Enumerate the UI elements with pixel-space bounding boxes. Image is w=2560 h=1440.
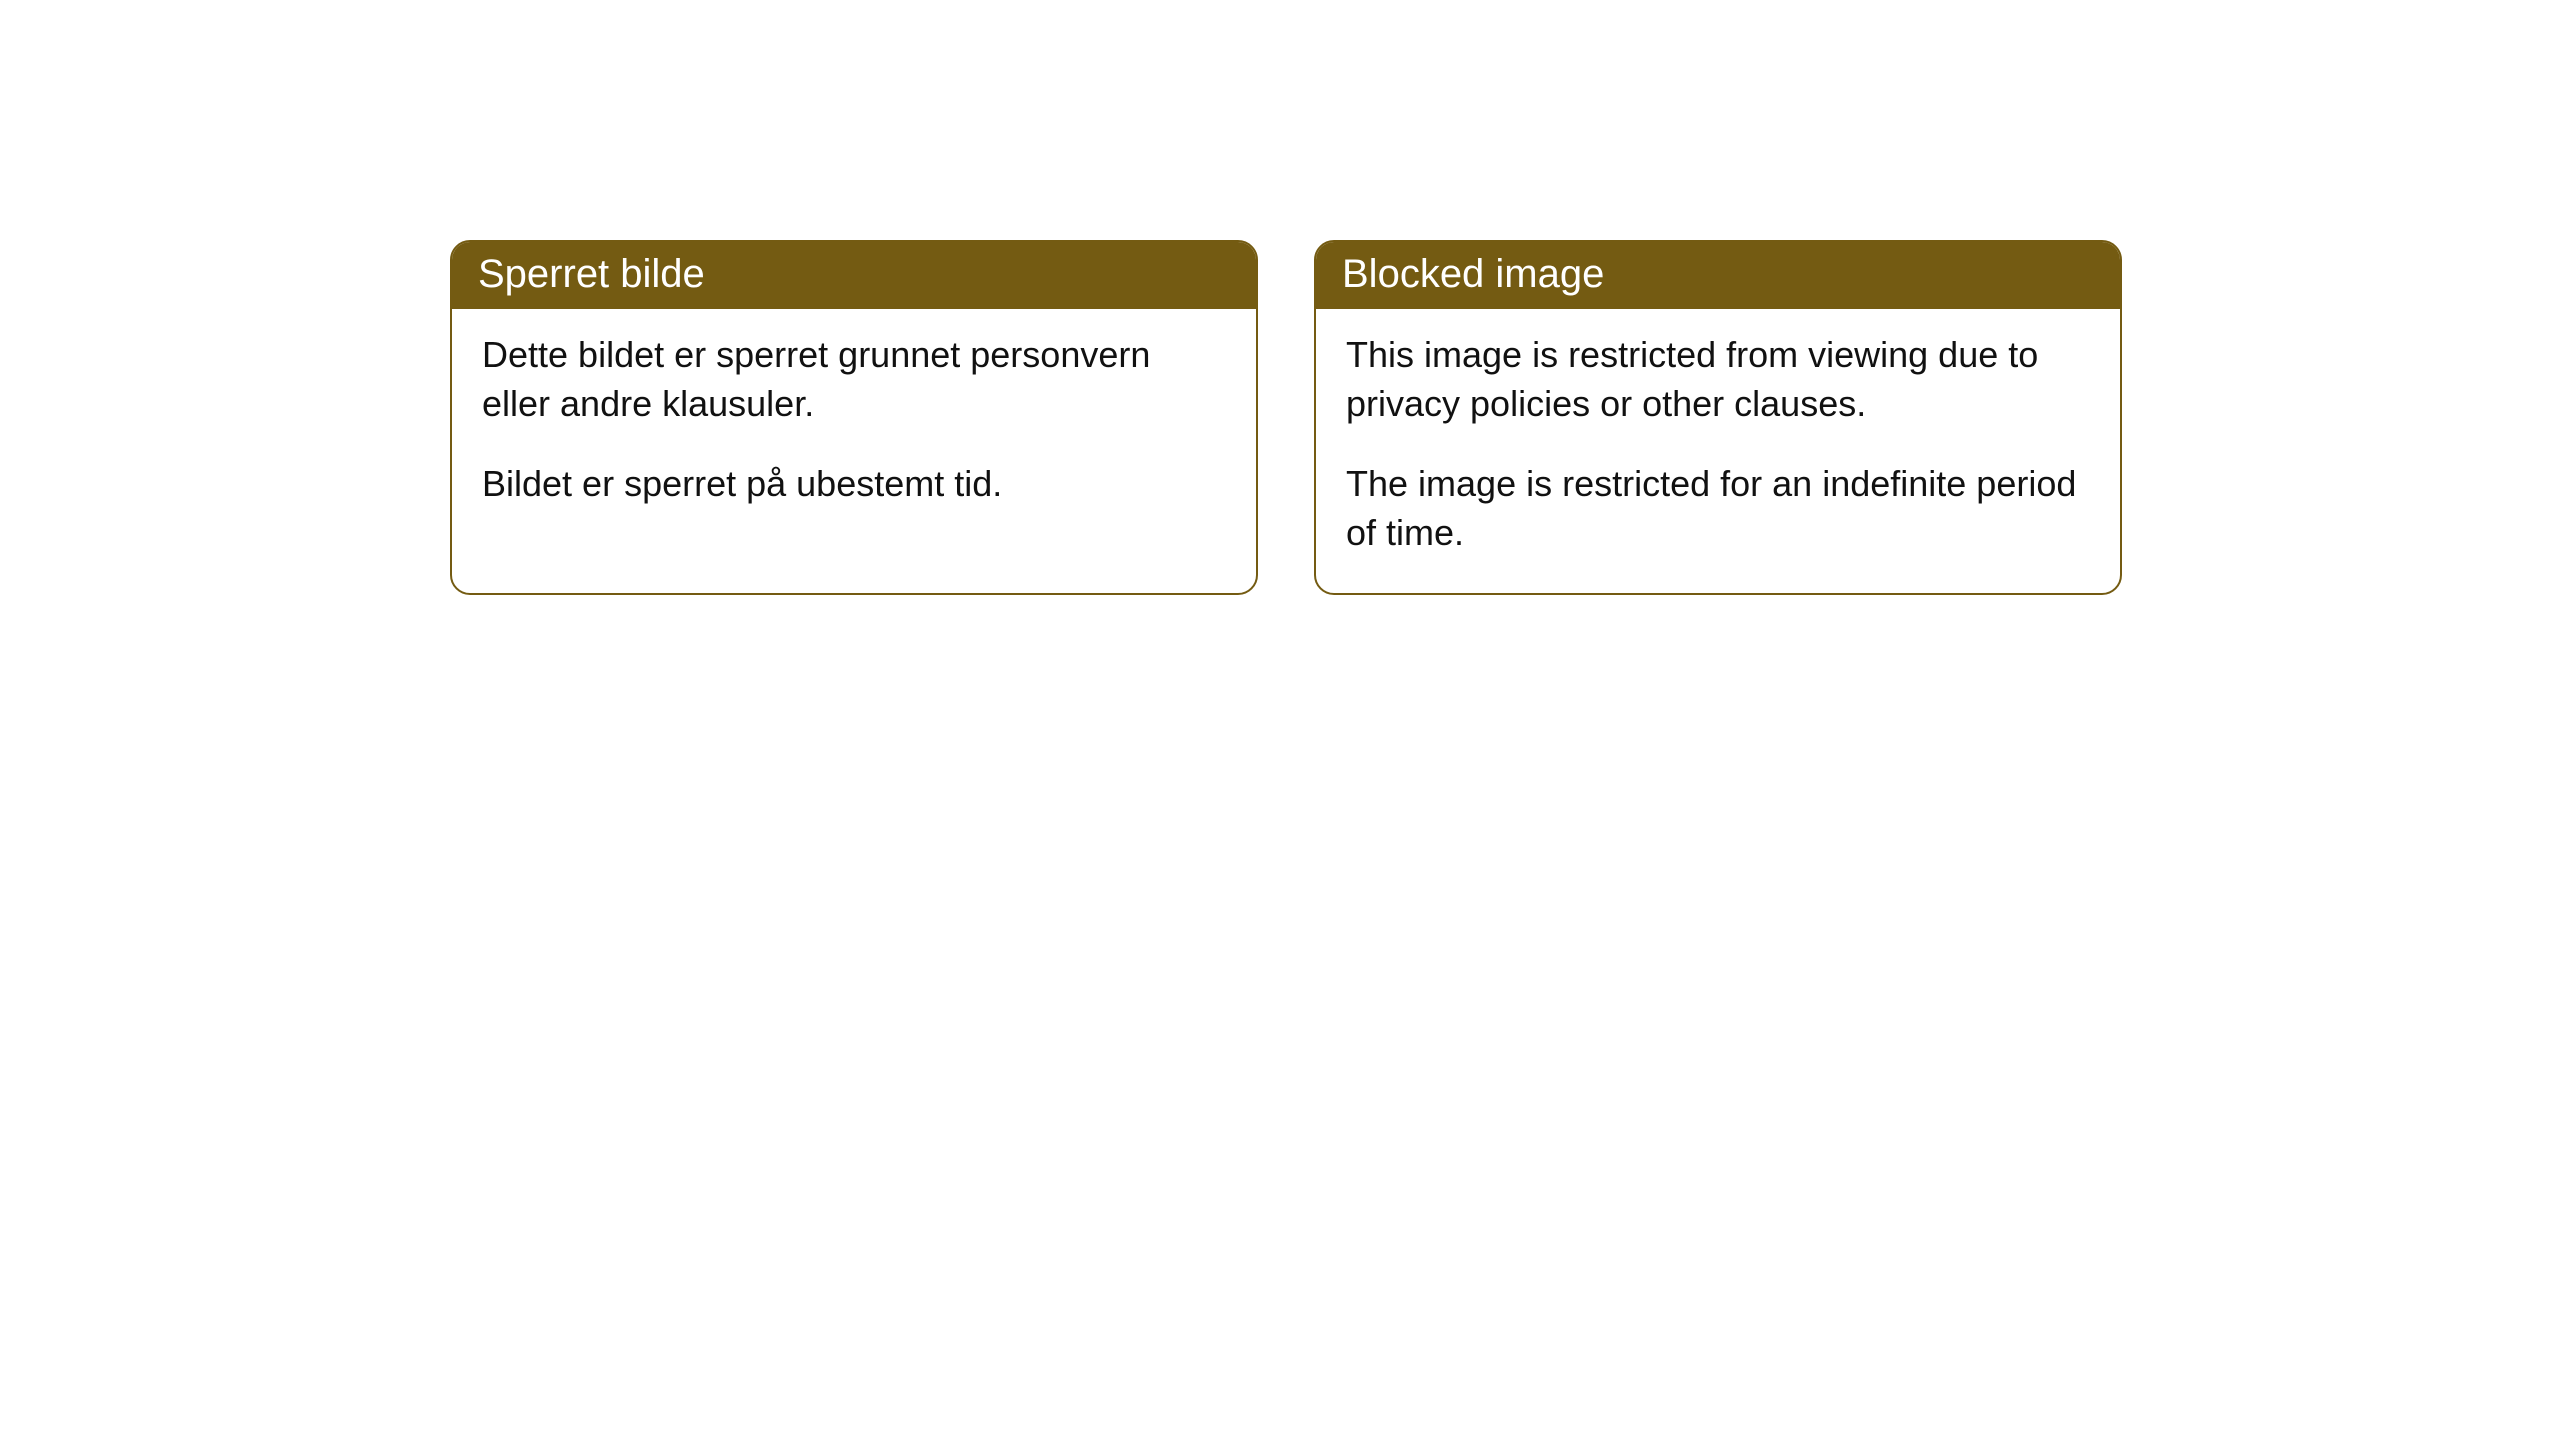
card-header: Blocked image (1316, 242, 2120, 309)
card-paragraph: This image is restricted from viewing du… (1346, 331, 2090, 428)
notice-card-english: Blocked image This image is restricted f… (1314, 240, 2122, 595)
card-paragraph: Bildet er sperret på ubestemt tid. (482, 460, 1226, 509)
notice-cards-container: Sperret bilde Dette bildet er sperret gr… (0, 0, 2560, 595)
notice-card-norwegian: Sperret bilde Dette bildet er sperret gr… (450, 240, 1258, 595)
card-body: This image is restricted from viewing du… (1316, 309, 2120, 593)
card-paragraph: Dette bildet er sperret grunnet personve… (482, 331, 1226, 428)
card-header: Sperret bilde (452, 242, 1256, 309)
card-body: Dette bildet er sperret grunnet personve… (452, 309, 1256, 545)
card-paragraph: The image is restricted for an indefinit… (1346, 460, 2090, 557)
